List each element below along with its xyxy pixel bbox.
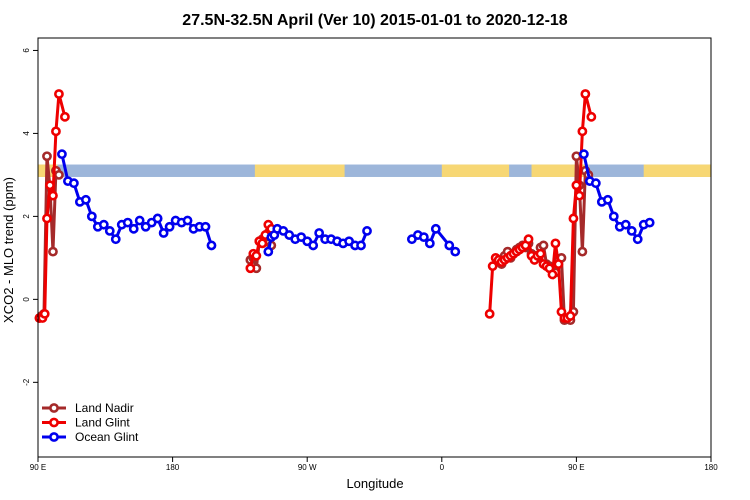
ocean-glint-point: [122, 217, 133, 228]
land-ocean-band: [38, 164, 711, 177]
land-nadir-point: [538, 240, 549, 251]
plot-area: [34, 89, 655, 325]
ocean-glint-point: [104, 226, 115, 236]
land-glint-point: [523, 234, 534, 245]
x-tick-label: 90 E: [30, 463, 46, 472]
land-glint-point: [487, 261, 498, 272]
legend-marker: [49, 403, 59, 413]
land-glint-point: [565, 311, 576, 321]
ocean-glint-point: [590, 178, 601, 189]
ocean-glint-point: [57, 149, 67, 160]
legend-label: Ocean Glint: [75, 430, 139, 444]
land-glint-point: [535, 248, 546, 259]
ocean-glint-point: [98, 219, 109, 230]
land-glint-point: [42, 213, 52, 224]
land-glint-point: [60, 111, 70, 122]
land-segment: [531, 164, 589, 177]
ocean-glint-point: [644, 217, 655, 228]
land-nadir-point: [48, 246, 58, 257]
y-tick-label: 2: [22, 214, 31, 219]
land-glint-point: [553, 259, 564, 269]
ocean-glint-point: [200, 221, 211, 232]
x-tick-label: 180: [166, 463, 180, 472]
land-glint-point: [484, 308, 495, 319]
ocean-glint-point: [424, 238, 435, 249]
land-glint-point: [39, 308, 50, 319]
ocean-glint-series: [57, 149, 655, 257]
land-glint-point: [571, 180, 582, 191]
ocean-glint-point: [80, 194, 91, 205]
y-axis-label: XCO2 - MLO trend (ppm): [1, 177, 16, 323]
land-glint-point: [251, 250, 262, 261]
land-glint-point: [51, 126, 61, 137]
land-nadir-point: [54, 170, 64, 180]
ocean-glint-point: [263, 246, 274, 257]
land-glint-point: [550, 238, 561, 249]
y-tick-label: 0: [22, 297, 31, 302]
land-glint-series: [34, 89, 597, 323]
legend-marker: [49, 417, 59, 428]
ocean-glint-point: [626, 226, 637, 236]
ocean-glint-point: [152, 213, 163, 224]
ocean-glint-point: [86, 211, 97, 222]
x-tick-label: 90 E: [568, 463, 584, 472]
ocean-glint-point: [444, 240, 455, 251]
ocean-glint-point: [134, 215, 145, 226]
ocean-band: [38, 164, 711, 177]
ocean-glint-point: [608, 211, 619, 222]
land-glint-point: [586, 111, 597, 122]
plot-frame: [37, 37, 712, 458]
ocean-glint-point: [206, 240, 217, 251]
ocean-glint-point: [578, 149, 589, 160]
ocean-glint-point: [110, 234, 121, 245]
ocean-glint-point: [632, 234, 643, 245]
ocean-glint-point: [308, 240, 319, 251]
land-segment: [643, 164, 711, 177]
legend-marker: [49, 432, 59, 442]
ocean-glint-point: [158, 228, 169, 238]
land-glint-point: [257, 238, 268, 249]
land-glint-point: [547, 269, 558, 280]
ocean-glint-point: [128, 223, 139, 234]
ocean-glint-point: [314, 228, 325, 238]
axis-ticks: 90 E 180 90 W 0 90 E 180 -2 0 2 4 6: [22, 48, 718, 472]
ocean-glint-point: [430, 223, 441, 234]
x-axis-label: Longitude: [346, 476, 403, 491]
land-glint-point: [54, 89, 64, 99]
x-tick-label: 0: [440, 463, 445, 472]
land-glint-point: [245, 263, 256, 274]
ocean-glint-point: [450, 246, 461, 257]
land-glint-point: [568, 213, 579, 224]
land-nadir-point: [42, 151, 52, 162]
land-segment: [441, 164, 510, 177]
chart-title: 27.5N-32.5N April (Ver 10) 2015-01-01 to…: [182, 12, 568, 29]
y-tick-label: -2: [22, 378, 31, 386]
legend-label: Land Glint: [75, 416, 130, 430]
y-tick-label: 4: [22, 131, 31, 136]
ocean-glint-point: [418, 232, 429, 243]
legend-label: Land Nadir: [75, 401, 134, 415]
land-segment: [254, 164, 345, 177]
x-tick-label: 180: [704, 463, 718, 472]
land-glint-point: [48, 190, 58, 201]
land-glint-point: [580, 89, 591, 99]
x-tick-label: 90 W: [298, 463, 317, 472]
ocean-glint-point: [620, 219, 631, 230]
land-glint-point: [574, 190, 585, 201]
land-nadir-point: [571, 151, 582, 162]
ocean-glint-point: [68, 178, 79, 189]
land-glint-point: [577, 126, 588, 137]
ocean-glint-point: [362, 226, 372, 236]
land-glint-point: [45, 180, 55, 191]
ocean-glint-point: [164, 221, 175, 232]
land-nadir-point: [577, 246, 588, 257]
ocean-glint-point: [356, 240, 366, 251]
y-tick-label: 6: [22, 48, 31, 53]
ocean-glint-point: [602, 194, 613, 205]
ocean-glint-point: [182, 215, 193, 226]
